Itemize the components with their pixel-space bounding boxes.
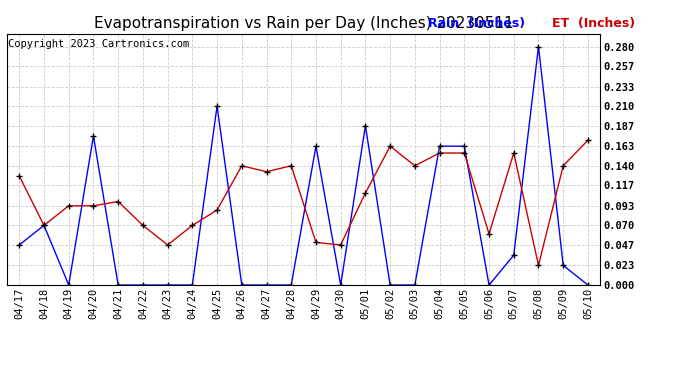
ET  (Inches)	[510, 151, 518, 155]
Line: ET  (Inches): ET (Inches)	[17, 137, 591, 268]
ET  (Inches)	[584, 138, 592, 142]
ET  (Inches)	[114, 199, 122, 204]
ET  (Inches)	[262, 170, 270, 174]
Rain  (Inches)	[114, 283, 122, 287]
ET  (Inches)	[40, 223, 48, 228]
Line: Rain  (Inches): Rain (Inches)	[17, 44, 591, 288]
ET  (Inches)	[411, 164, 419, 168]
Rain  (Inches)	[559, 263, 567, 268]
ET  (Inches)	[213, 208, 221, 212]
Rain  (Inches)	[337, 283, 345, 287]
Rain  (Inches)	[237, 283, 246, 287]
Rain  (Inches)	[534, 44, 542, 49]
Rain  (Inches)	[584, 283, 592, 287]
Rain  (Inches)	[510, 253, 518, 258]
Title: Evapotranspiration vs Rain per Day (Inches) 20230511: Evapotranspiration vs Rain per Day (Inch…	[94, 16, 513, 31]
Rain  (Inches)	[188, 283, 197, 287]
ET  (Inches)	[287, 164, 295, 168]
Rain  (Inches)	[435, 144, 444, 148]
ET  (Inches)	[188, 223, 197, 228]
ET  (Inches)	[312, 240, 320, 244]
ET  (Inches)	[386, 144, 394, 148]
Rain  (Inches)	[362, 123, 370, 128]
ET  (Inches)	[485, 232, 493, 236]
Text: Copyright 2023 Cartronics.com: Copyright 2023 Cartronics.com	[8, 39, 190, 50]
ET  (Inches)	[139, 223, 147, 228]
ET  (Inches)	[65, 204, 73, 208]
ET  (Inches)	[460, 151, 469, 155]
Rain  (Inches)	[460, 144, 469, 148]
ET  (Inches)	[15, 174, 23, 178]
Rain  (Inches)	[386, 283, 394, 287]
ET  (Inches)	[534, 263, 542, 268]
ET  (Inches)	[89, 204, 97, 208]
Text: ET  (Inches): ET (Inches)	[552, 17, 635, 30]
ET  (Inches)	[164, 243, 172, 247]
ET  (Inches)	[559, 164, 567, 168]
Rain  (Inches)	[139, 283, 147, 287]
ET  (Inches)	[435, 151, 444, 155]
Rain  (Inches)	[15, 243, 23, 247]
Rain  (Inches)	[312, 144, 320, 148]
ET  (Inches)	[237, 164, 246, 168]
Rain  (Inches)	[411, 283, 419, 287]
ET  (Inches)	[362, 191, 370, 195]
ET  (Inches)	[337, 243, 345, 247]
Rain  (Inches)	[65, 283, 73, 287]
Text: Rain  (Inches): Rain (Inches)	[428, 17, 525, 30]
Rain  (Inches)	[40, 223, 48, 228]
Rain  (Inches)	[287, 283, 295, 287]
Rain  (Inches)	[164, 283, 172, 287]
Rain  (Inches)	[89, 134, 97, 138]
Rain  (Inches)	[262, 283, 270, 287]
Rain  (Inches)	[485, 283, 493, 287]
Rain  (Inches)	[213, 104, 221, 108]
